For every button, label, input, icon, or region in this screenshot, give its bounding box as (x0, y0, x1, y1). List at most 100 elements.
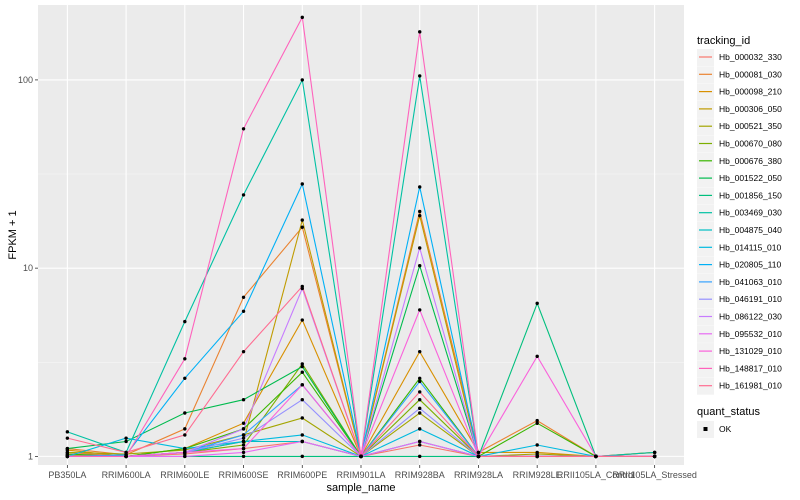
data-point (241, 439, 246, 444)
shape-legend-label: OK (719, 424, 732, 434)
data-point (241, 450, 246, 455)
shape-legend-title: quant_status (697, 406, 760, 418)
data-point (418, 454, 422, 459)
data-point (300, 439, 304, 444)
legend-label: Hb_014115_010 (719, 242, 782, 252)
data-point (241, 443, 246, 447)
data-point (535, 452, 539, 456)
y-tick-label: 10 (23, 263, 33, 273)
data-point (535, 421, 539, 425)
legend-label: Hb_041063_010 (719, 277, 782, 287)
data-point (418, 390, 422, 394)
legend-label: Hb_001522_050 (719, 173, 782, 183)
data-point (65, 430, 70, 434)
data-point (241, 436, 246, 440)
data-point (300, 383, 304, 387)
data-point (418, 439, 422, 444)
data-point (418, 376, 422, 380)
data-point (124, 439, 128, 444)
shape-legend-marker (703, 427, 708, 431)
data-point (300, 284, 304, 289)
legend-label: Hb_004875_040 (719, 225, 782, 235)
data-point (241, 421, 246, 425)
data-point (359, 454, 363, 459)
data-point (418, 349, 422, 354)
data-point (418, 406, 422, 411)
data-point (300, 433, 304, 437)
legend-label: Hb_131029_010 (719, 346, 782, 356)
data-point (535, 301, 539, 306)
x-tick-label: PB350LA (48, 470, 86, 480)
data-point (418, 264, 422, 268)
data-point (652, 454, 657, 459)
data-point (241, 427, 246, 431)
x-tick-label: RRIM928LA (454, 470, 503, 480)
legend-label: Hb_003469_030 (719, 208, 782, 218)
data-point (241, 454, 246, 459)
data-point (183, 450, 187, 455)
data-point (300, 182, 304, 186)
data-point (124, 436, 128, 440)
legend-label: Hb_000521_350 (719, 121, 782, 131)
data-point (300, 370, 304, 374)
data-point (183, 454, 187, 459)
data-point (418, 398, 422, 402)
data-point (476, 454, 481, 459)
data-point (300, 318, 304, 322)
data-point (418, 74, 422, 78)
data-point (418, 185, 422, 189)
data-point (418, 213, 422, 218)
data-point (241, 398, 246, 402)
data-point (300, 398, 304, 402)
data-point (418, 308, 422, 312)
data-point (65, 452, 70, 456)
x-axis: PB350LA RRIM600LA RRIM600LE RRIM600SE RRIM60… (48, 465, 697, 480)
legend-label: Hb_001856_150 (719, 190, 782, 200)
data-point (535, 418, 539, 423)
data-point (183, 376, 187, 380)
data-point (241, 309, 246, 313)
data-point (124, 450, 128, 455)
x-tick-label: RRII105LA_Stressed (612, 470, 697, 480)
data-point (65, 446, 70, 451)
data-point (241, 295, 246, 300)
data-point (300, 225, 304, 229)
x-tick-label: RRIM901LA (336, 470, 385, 480)
x-tick-label: RRIM600LE (160, 470, 209, 480)
legend-label: Hb_086122_030 (719, 312, 782, 322)
data-point (418, 30, 422, 34)
data-point (594, 454, 598, 459)
x-tick-label: RRIM928BA (395, 470, 445, 480)
data-point (418, 246, 422, 250)
data-point (300, 78, 304, 82)
data-point (65, 436, 70, 440)
tracking-id-legend: tracking_id Hb_000032_330 Hb_000081_030 Hb… (697, 35, 782, 395)
legend-label: Hb_000676_380 (719, 156, 782, 166)
x-tick-label: RRII105LA_Control (557, 470, 635, 480)
data-point (183, 319, 187, 324)
legend-label: Hb_000081_030 (719, 69, 782, 79)
data-point (300, 362, 304, 366)
legend-title: tracking_id (697, 35, 750, 47)
data-point (418, 443, 422, 447)
x-tick-label: RRIM600LA (102, 470, 151, 480)
data-point (535, 454, 539, 459)
data-point (652, 450, 657, 455)
data-point (65, 454, 70, 459)
legend-label: Hb_148817_010 (719, 363, 782, 373)
x-tick-label: RRIM600PE (277, 470, 327, 480)
legend-label: Hb_000098_210 (719, 87, 782, 97)
y-axis: 1 10 100 (18, 75, 38, 461)
data-point (183, 411, 187, 415)
data-point (300, 454, 304, 459)
data-point (183, 357, 187, 361)
data-point (418, 209, 422, 214)
data-point (241, 349, 246, 354)
y-tick-label: 100 (18, 75, 33, 85)
data-point (241, 193, 246, 197)
y-axis-title: FPKM + 1 (7, 210, 19, 259)
data-point (183, 427, 187, 431)
data-point (418, 427, 422, 431)
y-tick-label: 1 (28, 451, 33, 461)
data-point (476, 450, 481, 455)
